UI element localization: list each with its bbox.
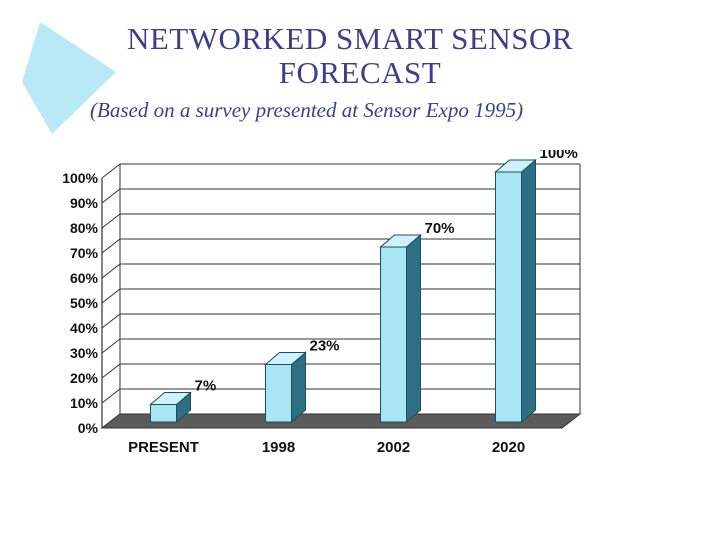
wall-gridline	[101, 288, 121, 304]
diamond-shape	[22, 22, 116, 134]
data-label: 70%	[425, 220, 455, 237]
wall-gridline	[101, 238, 121, 254]
wall-gridline	[101, 388, 121, 404]
bar-top	[149, 392, 192, 405]
bar-top	[379, 234, 422, 248]
title-block: NETWORKED SMART SENSOR FORECAST	[0, 22, 680, 90]
wall-gridline	[101, 263, 121, 279]
y-tick-label: 60%	[70, 270, 99, 286]
grid-layer: 0% 10% 20% 30% 40% 50% 60% 70% 80% 90% 100%	[62, 163, 581, 436]
decorative-diamond-icon	[22, 22, 116, 134]
y-tick-label: 10%	[70, 395, 99, 411]
y-tick-label: 80%	[70, 220, 99, 236]
bar-group	[149, 391, 192, 424]
x-tick-label: PRESENT	[128, 439, 199, 456]
wall-gridline	[101, 313, 121, 329]
y-tick-label: 70%	[70, 245, 99, 261]
wall-gridline	[101, 163, 121, 179]
bar	[380, 246, 407, 423]
wall-gridline	[101, 213, 121, 229]
bar-top	[264, 352, 307, 365]
bar-side	[406, 233, 421, 424]
y-tick-label: 40%	[70, 320, 99, 336]
bar-group	[264, 351, 307, 424]
y-tick-label: 30%	[70, 345, 99, 361]
x-tick-label: 1998	[262, 439, 295, 456]
bar-chart: 0% 10% 20% 30% 40% 50% 60% 70% 80% 90% 100% 7% PRESE…	[62, 150, 582, 456]
bar-side	[521, 158, 536, 424]
chart-floor	[100, 413, 582, 429]
bar-group	[379, 233, 422, 424]
wall-gridline	[101, 363, 121, 379]
chart-title-line1: NETWORKED SMART SENSOR	[126, 21, 574, 56]
wall-gridline	[101, 338, 121, 354]
bar	[495, 171, 522, 423]
data-label: 100%	[540, 150, 578, 162]
y-tick-label: 0%	[78, 420, 99, 436]
x-tick-label: 2002	[377, 439, 410, 456]
bar	[265, 364, 292, 423]
bar	[150, 404, 177, 423]
data-label: 23%	[310, 338, 340, 355]
chart-subtitle: (Based on a survey presented at Sensor E…	[90, 98, 524, 122]
y-tick-label: 50%	[70, 295, 99, 311]
x-tick-label: 2020	[492, 439, 525, 456]
y-tick-label: 100%	[62, 170, 98, 186]
bar-group	[494, 158, 537, 424]
chart-title-line2: FORECAST	[278, 55, 442, 90]
wall-gridline	[101, 188, 121, 204]
y-tick-label: 20%	[70, 370, 99, 386]
y-tick-label: 90%	[70, 195, 99, 211]
data-label: 7%	[195, 378, 217, 395]
bar-top	[494, 159, 537, 173]
